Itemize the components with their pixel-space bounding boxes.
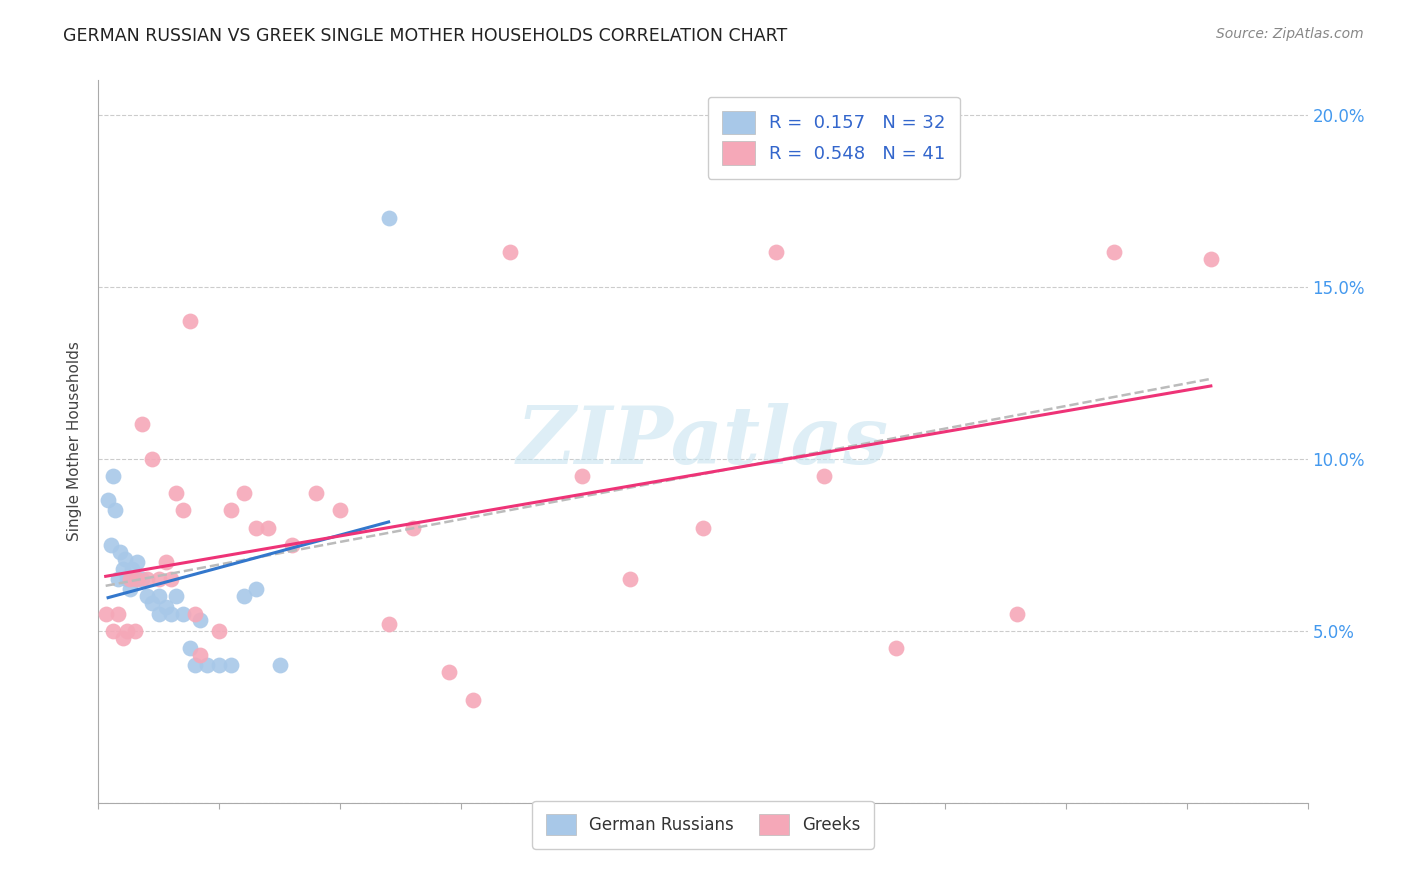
Y-axis label: Single Mother Households: Single Mother Households (67, 342, 83, 541)
Point (135, 572, 157, 586)
Point (124, 572, 146, 586)
Point (165, 590, 187, 604)
Point (765, 245, 787, 260)
Point (148, 572, 170, 586)
Point (305, 486, 328, 500)
Point (172, 503, 194, 517)
Point (127, 555, 149, 569)
Point (117, 572, 139, 586)
Point (107, 607, 129, 621)
Point (111, 562, 134, 576)
Point (1102, 245, 1125, 260)
Point (402, 520, 425, 534)
Point (135, 590, 157, 604)
Point (221, 503, 243, 517)
Point (329, 503, 352, 517)
Point (121, 562, 143, 576)
Point (111, 631, 134, 645)
Point (155, 599, 177, 614)
Point (1007, 607, 1029, 621)
Point (221, 658, 243, 673)
Point (463, 692, 485, 706)
Point (232, 590, 254, 604)
Point (179, 640, 201, 655)
Point (377, 211, 399, 225)
Point (141, 451, 163, 466)
Point (184, 658, 207, 673)
Point (498, 245, 520, 260)
Point (97, 493, 120, 508)
Point (127, 572, 149, 586)
Point (377, 616, 399, 631)
Point (813, 469, 835, 483)
Point (160, 572, 183, 586)
Point (245, 582, 267, 597)
Point (101, 624, 124, 638)
Point (131, 417, 153, 432)
Point (269, 658, 291, 673)
Point (100, 538, 122, 552)
Point (208, 624, 231, 638)
Point (172, 607, 194, 621)
Point (118, 582, 141, 597)
Point (165, 486, 187, 500)
Point (114, 551, 136, 566)
Point (1199, 252, 1222, 267)
Point (131, 572, 153, 586)
Point (692, 520, 714, 534)
Point (160, 607, 183, 621)
Point (437, 665, 460, 679)
Text: Source: ZipAtlas.com: Source: ZipAtlas.com (1216, 27, 1364, 41)
Point (195, 658, 218, 673)
Point (245, 520, 267, 534)
Point (619, 572, 641, 586)
Point (148, 607, 170, 621)
Point (188, 648, 211, 662)
Point (188, 614, 211, 628)
Point (101, 469, 124, 483)
Point (208, 658, 231, 673)
Legend: German Russians, Greeks: German Russians, Greeks (533, 801, 873, 848)
Point (124, 624, 146, 638)
Point (886, 640, 908, 655)
Text: GERMAN RUSSIAN VS GREEK SINGLE MOTHER HOUSEHOLDS CORRELATION CHART: GERMAN RUSSIAN VS GREEK SINGLE MOTHER HO… (63, 27, 787, 45)
Point (117, 624, 139, 638)
Text: ZIPatlas: ZIPatlas (517, 403, 889, 480)
Point (104, 503, 127, 517)
Point (118, 572, 141, 586)
Point (571, 469, 593, 483)
Point (148, 590, 170, 604)
Point (232, 486, 254, 500)
Point (184, 607, 207, 621)
Point (141, 596, 163, 610)
Point (281, 538, 304, 552)
Point (155, 555, 177, 569)
Point (179, 314, 201, 328)
Point (108, 544, 131, 558)
Point (94, 607, 117, 621)
Point (256, 520, 278, 534)
Point (107, 572, 129, 586)
